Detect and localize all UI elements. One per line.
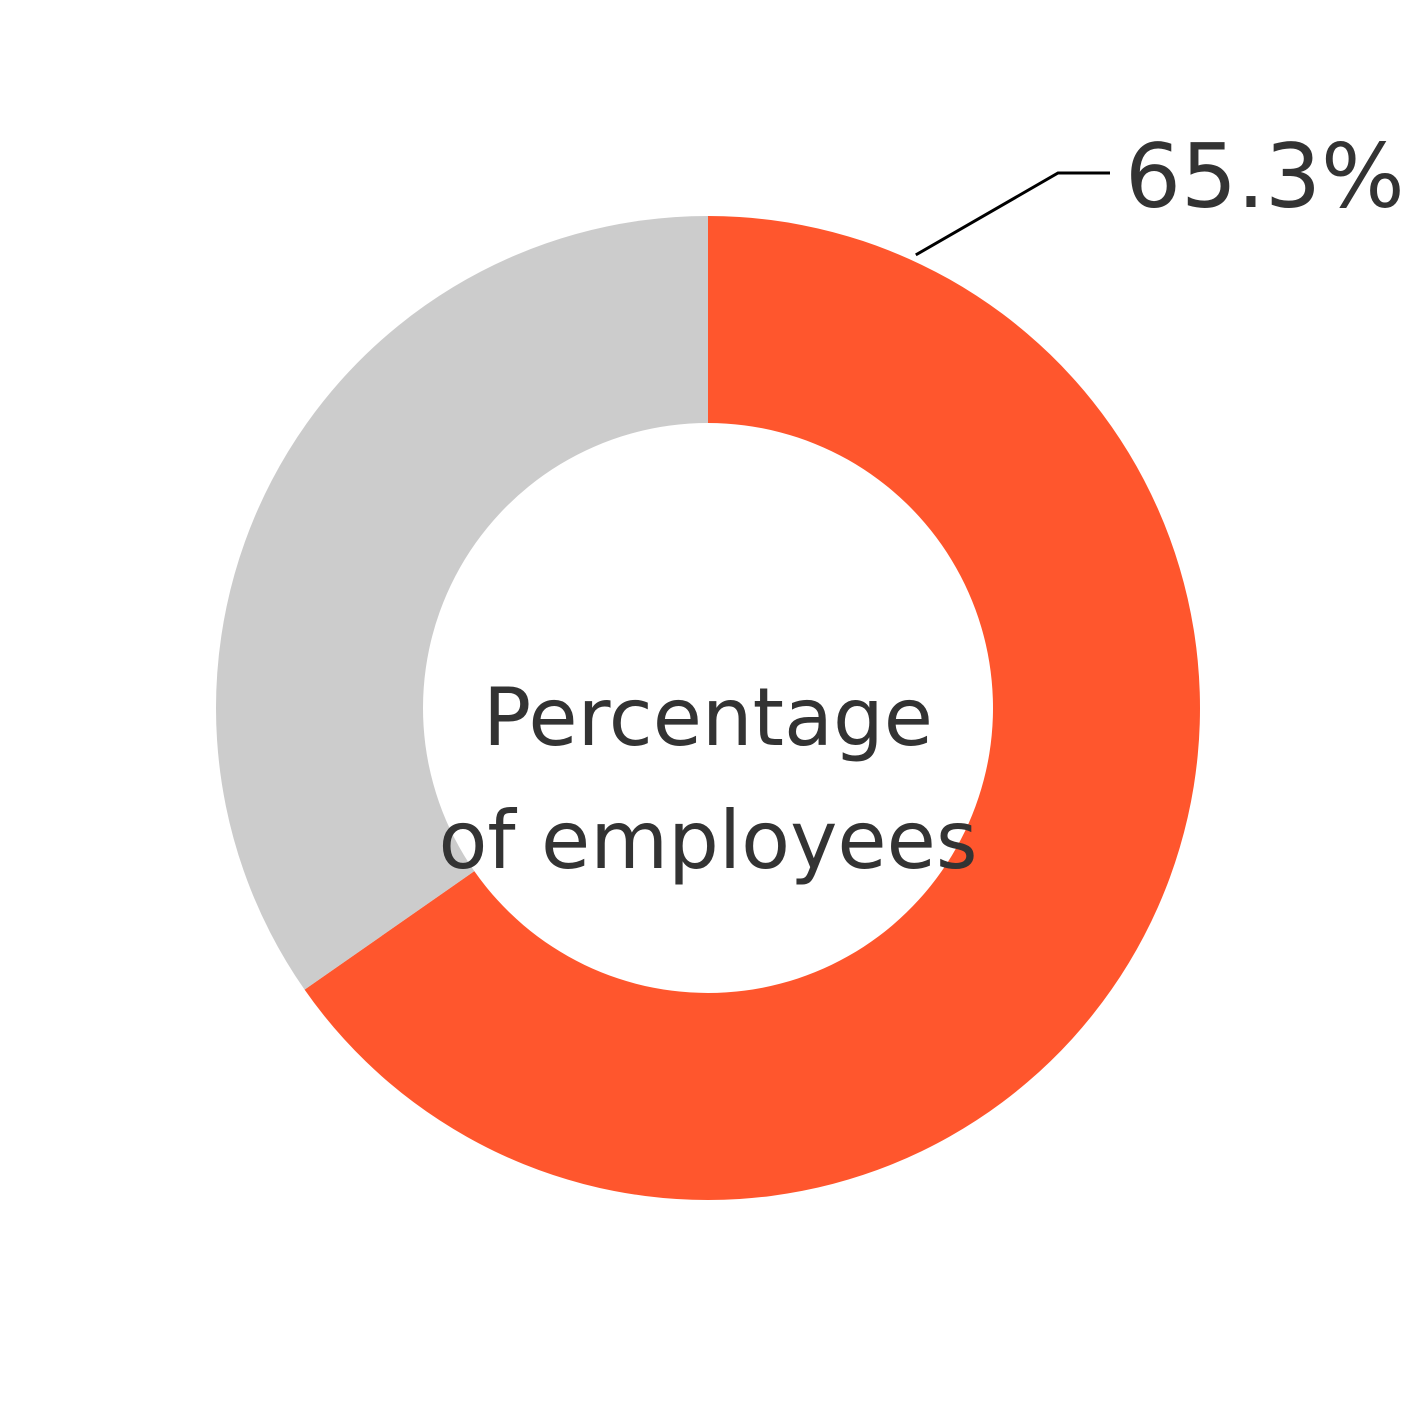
center-label: Percentage <box>483 671 933 764</box>
value-label: 65.3% <box>1125 125 1405 228</box>
donut-slice <box>216 216 708 990</box>
donut-slice <box>304 216 1200 1200</box>
center-label: of employees <box>438 794 977 887</box>
leader-line <box>915 171 1110 257</box>
